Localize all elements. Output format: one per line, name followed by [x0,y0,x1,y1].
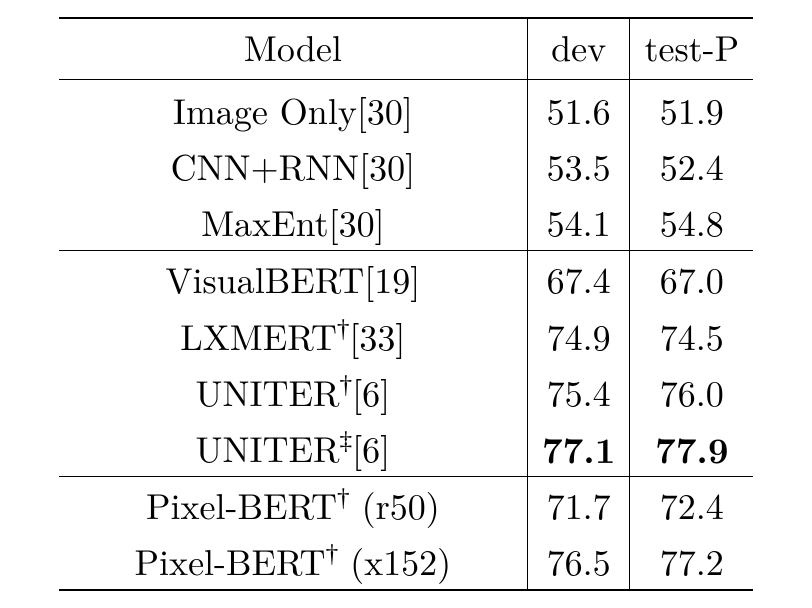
cell-model: Pixel-BERT† (x152) [59,533,528,590]
cell-model: Pixel-BERT† (r50) [59,477,528,534]
header-model: Model [59,18,528,75]
cell-model: UNITER‡[6] [59,420,528,477]
table-row: MaxEnt[30] 54.1 54.8 [59,194,753,251]
model-text: UNITER‡[6] [196,422,391,473]
cell-testp: 72.4 [630,477,753,534]
table-row: UNITER†[6] 75.4 76.0 [59,364,753,420]
model-text: LXMERT†[33] [180,310,405,361]
cell-testp: 67.0 [630,251,753,308]
cell-testp: 76.0 [630,364,753,420]
model-text: UNITER†[6] [196,366,391,417]
cell-dev: 53.5 [527,138,630,194]
table-row: UNITER‡[6] 77.1 77.9 [59,420,753,477]
cell-dev: 75.4 [527,364,630,420]
model-text: Pixel-BERT† (r50) [146,479,440,530]
dagger-icon: † [337,485,350,512]
table-row: Image Only[30] 51.6 51.9 [59,79,753,138]
cell-testp: 54.8 [630,194,753,251]
cell-dev: 67.4 [527,251,630,308]
cell-dev: 71.7 [527,477,630,534]
cell-model: CNN+RNN[30] [59,138,528,194]
cell-model: UNITER†[6] [59,364,528,420]
table-row: CNN+RNN[30] 53.5 52.4 [59,138,753,194]
cell-testp: 77.2 [630,533,753,590]
dagger-icon: † [326,541,339,568]
cell-testp: 77.9 [630,420,753,477]
table-row: Pixel-BERT† (x152) 76.5 77.2 [59,533,753,590]
model-text: Pixel-BERT† (x152) [135,535,452,586]
cell-testp: 52.4 [630,138,753,194]
cell-dev: 51.6 [527,79,630,138]
cell-dev: 76.5 [527,533,630,590]
table-header-row: Model dev test-P [59,18,753,75]
cell-dev: 77.1 [527,420,630,477]
dagger-icon: † [337,316,350,343]
table-row: VisualBERT[19] 67.4 67.0 [59,251,753,308]
table-row: LXMERT†[33] 74.9 74.5 [59,308,753,364]
header-testp: test-P [630,18,753,75]
cell-testp: 51.9 [630,79,753,138]
cell-dev: 74.9 [527,308,630,364]
cell-dev: 54.1 [527,194,630,251]
table-row: Pixel-BERT† (r50) 71.7 72.4 [59,477,753,534]
ddagger-icon: ‡ [340,428,353,455]
cell-model: Image Only[30] [59,79,528,138]
header-dev: dev [527,18,630,75]
cell-model: LXMERT†[33] [59,308,528,364]
dagger-icon: † [340,372,353,399]
cell-model: VisualBERT[19] [59,251,528,308]
results-table: Model dev test-P Image Only[30] 51.6 51.… [59,17,753,592]
cell-model: MaxEnt[30] [59,194,528,251]
cell-testp: 74.5 [630,308,753,364]
